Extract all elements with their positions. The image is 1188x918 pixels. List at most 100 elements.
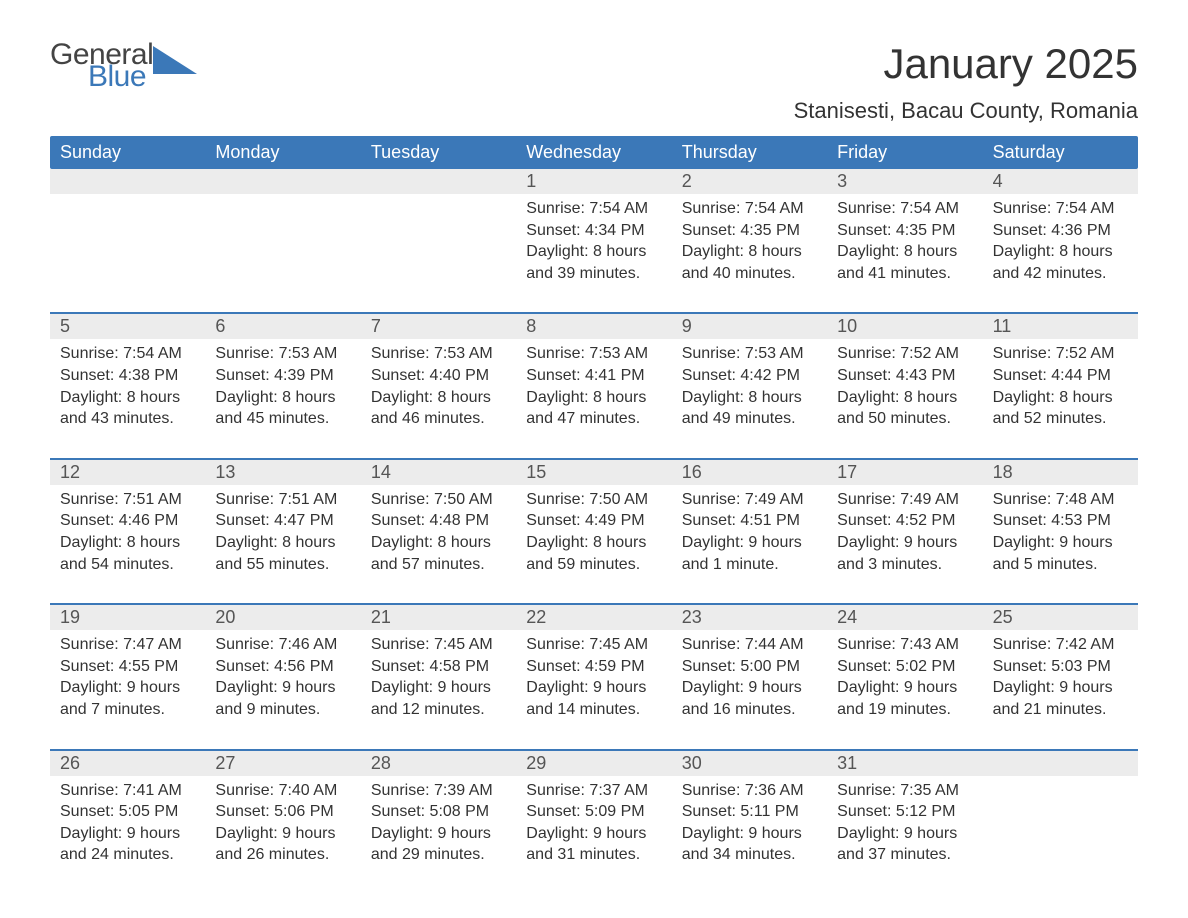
day-sunset: Sunset: 4:38 PM — [60, 365, 195, 387]
day-sunset: Sunset: 4:49 PM — [526, 510, 661, 532]
day-sunrise: Sunrise: 7:44 AM — [682, 634, 817, 656]
day-cell: Sunrise: 7:51 AMSunset: 4:47 PMDaylight:… — [205, 485, 360, 603]
day-d2: and 46 minutes. — [371, 408, 506, 430]
day-number: 6 — [205, 314, 360, 339]
day-sunrise: Sunrise: 7:49 AM — [837, 489, 972, 511]
day-number: 14 — [361, 460, 516, 485]
day-d2: and 31 minutes. — [526, 844, 661, 866]
day-d2: and 43 minutes. — [60, 408, 195, 430]
calendar: SundayMondayTuesdayWednesdayThursdayFrid… — [50, 136, 1138, 894]
day-d2: and 55 minutes. — [215, 554, 350, 576]
day-sunset: Sunset: 5:03 PM — [993, 656, 1128, 678]
day-d1: Daylight: 9 hours — [837, 823, 972, 845]
day-number: 17 — [827, 460, 982, 485]
day-d2: and 57 minutes. — [371, 554, 506, 576]
day-d2: and 42 minutes. — [993, 263, 1128, 285]
day-d2: and 47 minutes. — [526, 408, 661, 430]
day-sunset: Sunset: 4:58 PM — [371, 656, 506, 678]
day-cell: Sunrise: 7:50 AMSunset: 4:48 PMDaylight:… — [361, 485, 516, 603]
day-cell: Sunrise: 7:44 AMSunset: 5:00 PMDaylight:… — [672, 630, 827, 748]
day-sunrise: Sunrise: 7:54 AM — [60, 343, 195, 365]
logo-word2: Blue — [88, 62, 153, 92]
day-d1: Daylight: 9 hours — [371, 677, 506, 699]
day-d1: Daylight: 8 hours — [993, 387, 1128, 409]
day-number — [983, 751, 1138, 776]
day-cell — [205, 194, 360, 312]
day-d2: and 54 minutes. — [60, 554, 195, 576]
day-sunrise: Sunrise: 7:51 AM — [60, 489, 195, 511]
day-d1: Daylight: 8 hours — [682, 241, 817, 263]
day-cell: Sunrise: 7:45 AMSunset: 4:58 PMDaylight:… — [361, 630, 516, 748]
day-d2: and 9 minutes. — [215, 699, 350, 721]
day-d2: and 12 minutes. — [371, 699, 506, 721]
day-cell: Sunrise: 7:53 AMSunset: 4:39 PMDaylight:… — [205, 339, 360, 457]
day-data-row: Sunrise: 7:54 AMSunset: 4:34 PMDaylight:… — [50, 194, 1138, 312]
day-number: 3 — [827, 169, 982, 194]
day-number — [205, 169, 360, 194]
day-sunset: Sunset: 5:11 PM — [682, 801, 817, 823]
day-sunset: Sunset: 4:41 PM — [526, 365, 661, 387]
day-number: 5 — [50, 314, 205, 339]
day-d1: Daylight: 9 hours — [682, 677, 817, 699]
day-cell: Sunrise: 7:40 AMSunset: 5:06 PMDaylight:… — [205, 776, 360, 894]
day-sunset: Sunset: 4:36 PM — [993, 220, 1128, 242]
day-d1: Daylight: 9 hours — [837, 677, 972, 699]
day-number: 22 — [516, 605, 671, 630]
day-cell: Sunrise: 7:43 AMSunset: 5:02 PMDaylight:… — [827, 630, 982, 748]
day-sunset: Sunset: 4:39 PM — [215, 365, 350, 387]
day-sunset: Sunset: 4:35 PM — [682, 220, 817, 242]
logo: General Blue — [50, 40, 197, 92]
day-sunset: Sunset: 4:40 PM — [371, 365, 506, 387]
day-d2: and 14 minutes. — [526, 699, 661, 721]
day-sunset: Sunset: 4:56 PM — [215, 656, 350, 678]
day-sunrise: Sunrise: 7:39 AM — [371, 780, 506, 802]
day-d2: and 21 minutes. — [993, 699, 1128, 721]
day-cell: Sunrise: 7:54 AMSunset: 4:35 PMDaylight:… — [827, 194, 982, 312]
day-cell: Sunrise: 7:36 AMSunset: 5:11 PMDaylight:… — [672, 776, 827, 894]
day-cell: Sunrise: 7:41 AMSunset: 5:05 PMDaylight:… — [50, 776, 205, 894]
weekday-header: Sunday — [50, 136, 205, 169]
day-d2: and 1 minute. — [682, 554, 817, 576]
day-d1: Daylight: 9 hours — [215, 823, 350, 845]
day-d2: and 3 minutes. — [837, 554, 972, 576]
day-sunrise: Sunrise: 7:53 AM — [215, 343, 350, 365]
day-cell: Sunrise: 7:52 AMSunset: 4:43 PMDaylight:… — [827, 339, 982, 457]
day-cell: Sunrise: 7:45 AMSunset: 4:59 PMDaylight:… — [516, 630, 671, 748]
weekday-header: Friday — [827, 136, 982, 169]
day-number-row: 262728293031 — [50, 749, 1138, 776]
day-number-row: 19202122232425 — [50, 603, 1138, 630]
day-sunrise: Sunrise: 7:45 AM — [371, 634, 506, 656]
day-number: 26 — [50, 751, 205, 776]
day-sunrise: Sunrise: 7:49 AM — [682, 489, 817, 511]
day-d1: Daylight: 8 hours — [215, 387, 350, 409]
day-sunrise: Sunrise: 7:36 AM — [682, 780, 817, 802]
day-d2: and 40 minutes. — [682, 263, 817, 285]
day-cell: Sunrise: 7:54 AMSunset: 4:38 PMDaylight:… — [50, 339, 205, 457]
day-sunset: Sunset: 4:48 PM — [371, 510, 506, 532]
day-number: 29 — [516, 751, 671, 776]
day-sunrise: Sunrise: 7:45 AM — [526, 634, 661, 656]
day-cell: Sunrise: 7:42 AMSunset: 5:03 PMDaylight:… — [983, 630, 1138, 748]
day-number: 25 — [983, 605, 1138, 630]
day-sunrise: Sunrise: 7:54 AM — [526, 198, 661, 220]
day-sunrise: Sunrise: 7:48 AM — [993, 489, 1128, 511]
day-number-row: 1234 — [50, 169, 1138, 194]
day-cell — [983, 776, 1138, 894]
day-sunrise: Sunrise: 7:54 AM — [993, 198, 1128, 220]
weekday-header: Wednesday — [516, 136, 671, 169]
day-sunset: Sunset: 5:08 PM — [371, 801, 506, 823]
day-cell: Sunrise: 7:47 AMSunset: 4:55 PMDaylight:… — [50, 630, 205, 748]
day-d1: Daylight: 8 hours — [371, 532, 506, 554]
day-sunset: Sunset: 4:34 PM — [526, 220, 661, 242]
day-d1: Daylight: 8 hours — [215, 532, 350, 554]
day-sunrise: Sunrise: 7:37 AM — [526, 780, 661, 802]
day-d2: and 39 minutes. — [526, 263, 661, 285]
day-d1: Daylight: 8 hours — [60, 387, 195, 409]
day-sunrise: Sunrise: 7:53 AM — [682, 343, 817, 365]
day-cell: Sunrise: 7:49 AMSunset: 4:52 PMDaylight:… — [827, 485, 982, 603]
day-sunrise: Sunrise: 7:51 AM — [215, 489, 350, 511]
day-sunrise: Sunrise: 7:53 AM — [371, 343, 506, 365]
day-d2: and 50 minutes. — [837, 408, 972, 430]
day-number: 15 — [516, 460, 671, 485]
day-d1: Daylight: 9 hours — [371, 823, 506, 845]
